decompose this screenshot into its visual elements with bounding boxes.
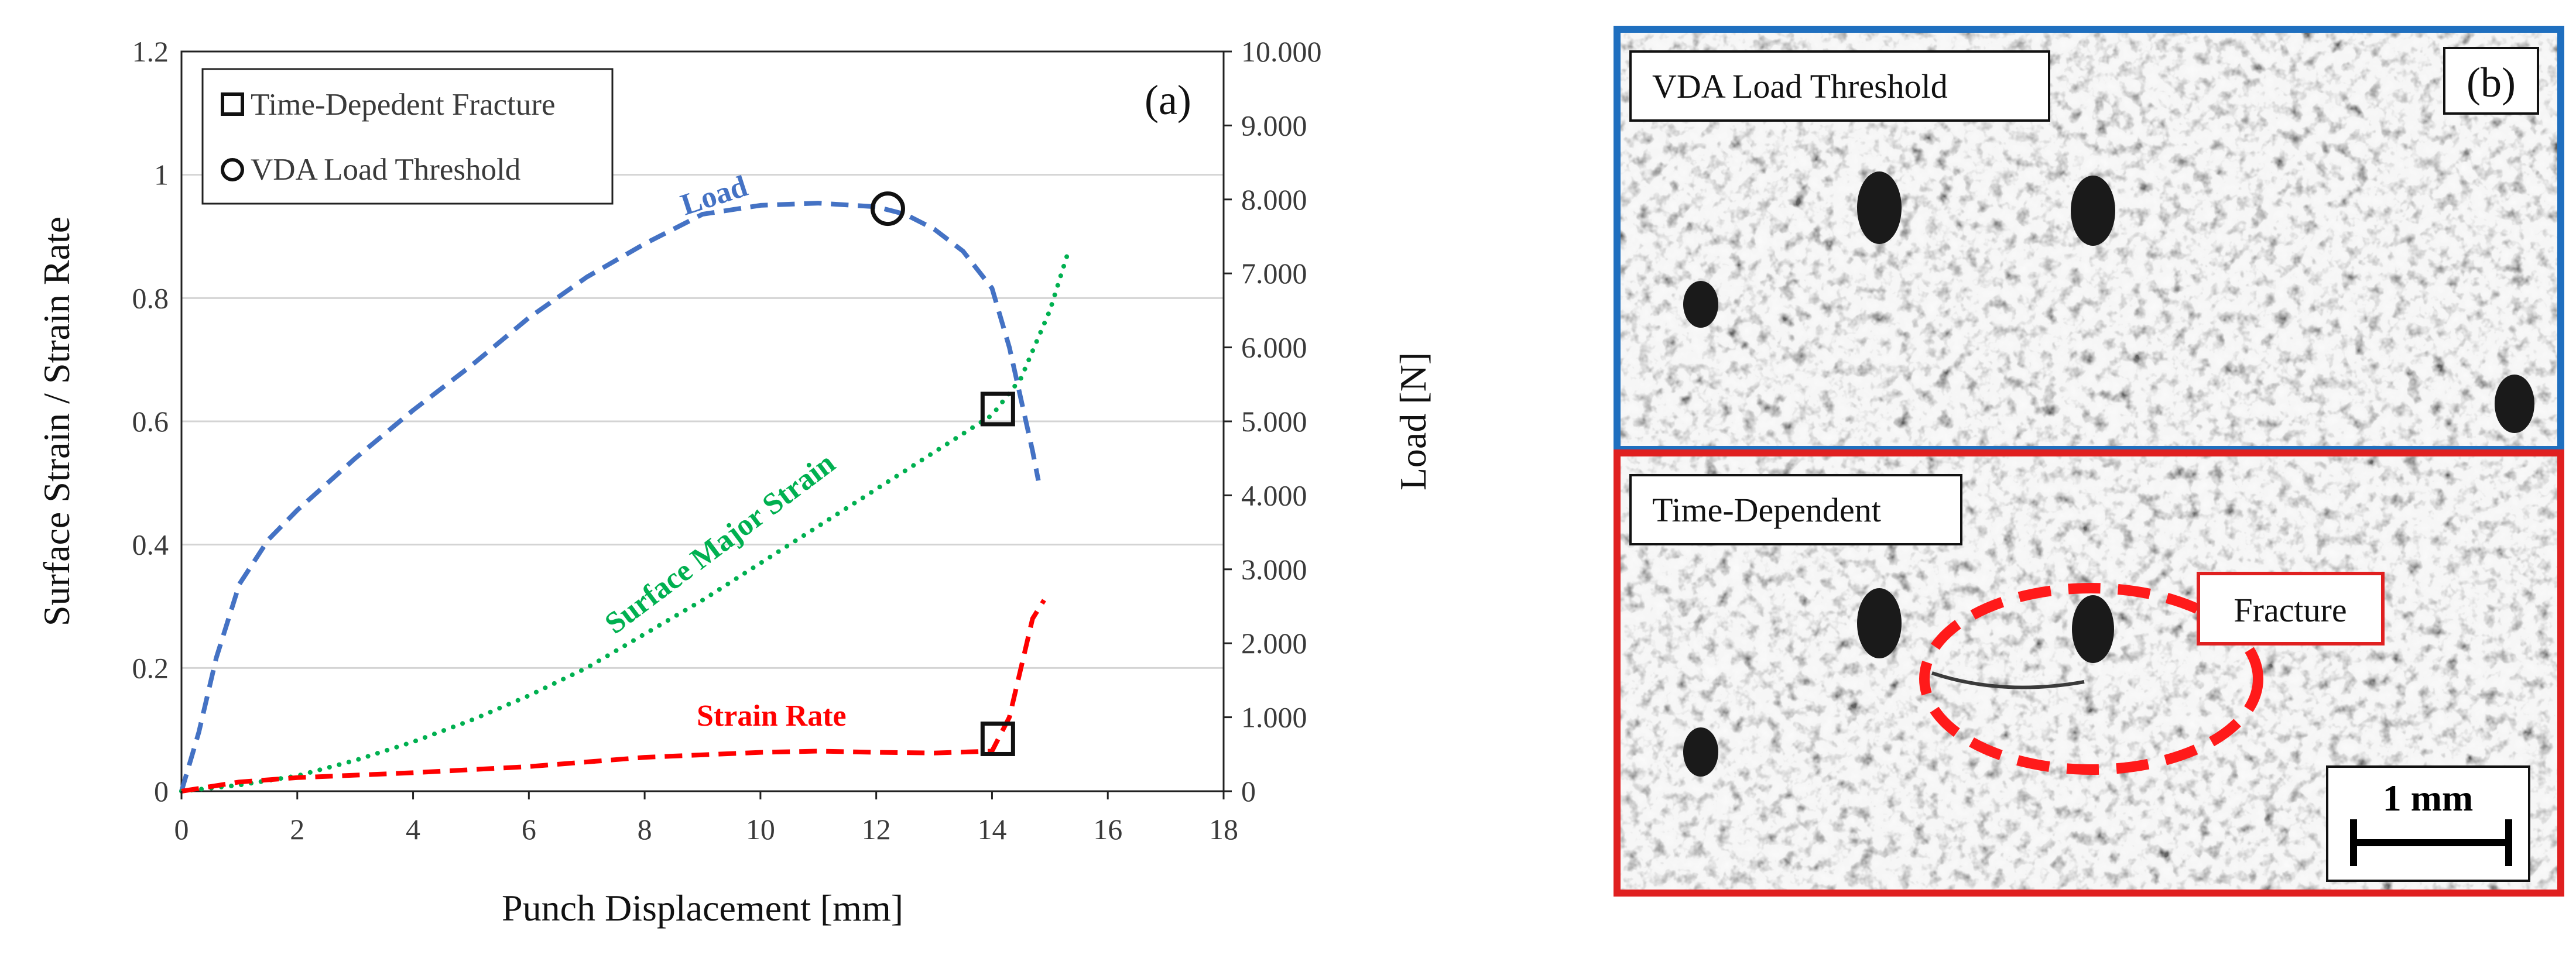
- panel-label-a: (a): [1145, 77, 1191, 123]
- y-left-tick-label: 0.6: [132, 405, 169, 438]
- scale-bar-box: [2326, 765, 2530, 882]
- series-line-surface-major-strain: [179, 252, 1070, 794]
- y-left-tick-labels: 0 0.2 0.4 0.6 0.8 1 1.2: [132, 35, 169, 808]
- legend-square-icon: [221, 92, 244, 116]
- y-left-tick-label: 0.2: [132, 651, 169, 684]
- y-left-axis-title: Surface Strain / Strain Rate: [36, 217, 77, 626]
- top-label: VDA Load Threshold: [1652, 67, 1948, 105]
- y-right-tick-label: 10.000: [1241, 35, 1322, 68]
- x-axis-title: Punch Displacement [mm]: [502, 887, 903, 929]
- y-right-tick-label: 3.000: [1241, 553, 1307, 586]
- series-layer: [179, 201, 1070, 794]
- panel-label-b: (b): [2467, 59, 2516, 106]
- y-right-tick-label: 5.000: [1241, 405, 1307, 438]
- marker-layer: [870, 191, 1015, 756]
- y-right-tick-label: 2.000: [1241, 627, 1307, 660]
- top-label-box: [1629, 50, 2050, 122]
- x-tick-label: 8: [638, 813, 652, 846]
- y-left-tick-label: 0.8: [132, 281, 169, 314]
- y-right-axis-title: Load [N]: [1392, 352, 1434, 490]
- image-panel-b: VDA Load Threshold (b) Time-Dependent Fr…: [1614, 26, 2564, 897]
- series-line-load: [179, 201, 1041, 792]
- bottom-image-border: [1614, 449, 2564, 897]
- marker-circle: [870, 191, 905, 226]
- x-tick-label: 18: [1209, 813, 1238, 846]
- x-tick-label: 6: [522, 813, 536, 846]
- legend-label-vda: VDA Load Threshold: [251, 153, 520, 187]
- x-tick-label: 10: [746, 813, 775, 846]
- marker-square: [980, 721, 1015, 756]
- y-right-tick-label: 4.000: [1241, 479, 1307, 511]
- fracture-ellipse: [1919, 583, 2263, 775]
- x-tick-label: 12: [862, 813, 891, 846]
- y-right-tick-label: 6.000: [1241, 331, 1307, 364]
- series-label-strain-rate: Strain Rate: [697, 699, 847, 733]
- legend-box: [201, 68, 614, 205]
- y-left-tick-label: 0.4: [132, 528, 169, 561]
- x-tick-label: 16: [1093, 813, 1122, 846]
- fracture-label: Fracture: [2234, 591, 2347, 629]
- x-tick-label: 0: [174, 813, 189, 846]
- bottom-label-box: [1629, 474, 1962, 545]
- y-right-tick-labels: 0 1.000 2.000 3.000 4.000 5.000 6.000 7.000 8.00…: [1224, 35, 1322, 808]
- fracture-label-box: [2197, 572, 2385, 645]
- chart-panel-a: 0 2 4 6 8 10 12 14 16 18 0 0.2 0.4 0.6 0.8 1 1.2 0 1.000…: [36, 35, 1434, 929]
- y-right-tick-label: 8.000: [1241, 183, 1307, 216]
- y-right-tick-label: 7.000: [1241, 257, 1307, 290]
- y-left-tick-label: 0: [154, 775, 169, 808]
- series-label-surface-strain: Surface Major Strain: [599, 447, 841, 641]
- x-tick-label: 2: [290, 813, 304, 846]
- y-left-tick-label: 1: [154, 159, 169, 191]
- scale-bar: [2350, 819, 2512, 866]
- legend-label-fracture: Time-Depedent Fracture: [251, 88, 556, 122]
- scale-bar-label: 1 mm: [2383, 777, 2474, 819]
- y-right-tick-label: 9.000: [1241, 109, 1307, 142]
- y-right-tick-label: 1.000: [1241, 701, 1307, 734]
- marker-square: [980, 392, 1015, 427]
- x-tick-labels: 0 2 4 6 8 10 12 14 16 18: [174, 791, 1238, 846]
- gridlines: [181, 174, 1224, 669]
- y-left-tick-label: 1.2: [132, 35, 169, 68]
- x-tick-label: 14: [977, 813, 1006, 846]
- legend-circle-icon: [221, 158, 244, 181]
- panel-label-b-box: [2443, 47, 2539, 115]
- legend: Time-Depedent Fracture VDA Load Threshol…: [201, 68, 614, 205]
- y-right-tick-label: 0: [1241, 775, 1256, 808]
- bottom-label: Time-Dependent: [1652, 491, 1881, 529]
- x-tick-label: 4: [406, 813, 420, 846]
